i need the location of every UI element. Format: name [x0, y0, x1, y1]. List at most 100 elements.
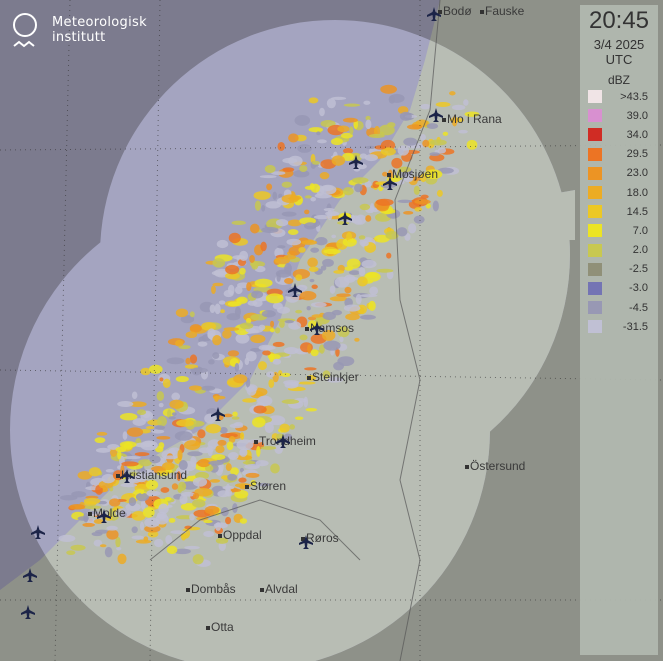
echo-cell	[242, 398, 257, 403]
echo-cell	[449, 91, 456, 96]
echo-cell	[136, 409, 147, 416]
echo-cell	[171, 392, 181, 401]
legend-value: -31.5	[622, 320, 648, 333]
echo-cell	[148, 364, 163, 374]
echo-cell	[109, 498, 121, 507]
echo-cell	[429, 139, 447, 146]
echo-cell	[284, 381, 299, 389]
echo-cell	[131, 535, 145, 540]
echo-cell	[342, 152, 354, 162]
echo-cell	[414, 207, 423, 212]
echo-cell	[252, 417, 266, 428]
echo-cell	[286, 238, 302, 246]
city-label: Steinkjer	[312, 370, 359, 384]
echo-cell	[223, 413, 233, 418]
echo-cell	[142, 507, 155, 518]
echo-cell	[168, 517, 176, 523]
legend-value: 14.5	[626, 205, 648, 218]
echo-cell	[106, 529, 119, 540]
legend-item: 23.0	[580, 164, 658, 183]
echo-cell	[347, 239, 357, 243]
echo-cell	[365, 115, 371, 121]
echo-cell	[289, 424, 295, 430]
city-marker	[186, 588, 190, 592]
echo-cell	[319, 184, 337, 195]
city-label: Dombås	[191, 582, 236, 596]
echo-cell	[208, 359, 215, 365]
echo-cell	[180, 491, 196, 497]
echo-cell	[131, 391, 138, 400]
legend-item: 39.0	[580, 106, 658, 125]
city-label: Fauske	[485, 4, 525, 18]
echo-cell	[346, 258, 361, 269]
city-marker	[301, 537, 305, 541]
echo-cell	[354, 183, 363, 193]
echo-cell	[268, 379, 275, 388]
echo-cell	[272, 341, 285, 347]
echo-cell	[211, 454, 226, 460]
echo-cell	[389, 93, 405, 104]
echo-cell	[309, 278, 315, 283]
echo-cell	[283, 347, 299, 355]
echo-cell	[413, 215, 425, 224]
city-label: Mo i Rana	[447, 112, 502, 126]
legend-swatch	[588, 281, 602, 295]
echo-cell	[299, 290, 317, 301]
legend-swatch	[588, 243, 602, 257]
legend-item: -31.5	[580, 317, 658, 336]
echo-cell	[380, 147, 396, 156]
city-marker	[465, 465, 469, 469]
echo-cell	[140, 499, 146, 510]
echo-cell	[279, 423, 290, 433]
echo-cell	[122, 431, 128, 440]
echo-cell	[364, 271, 381, 282]
echo-cell	[162, 462, 175, 471]
echo-cell	[342, 147, 354, 154]
legend-swatch	[588, 166, 602, 180]
echo-cell	[272, 358, 282, 365]
echo-cell	[321, 329, 336, 341]
echo-cell	[83, 497, 101, 505]
timezone-label: UTC	[605, 52, 633, 67]
echo-cell	[396, 227, 408, 237]
echo-cell	[297, 381, 316, 385]
echo-cell	[176, 471, 181, 482]
echo-cell	[234, 306, 241, 317]
echo-cell	[198, 447, 212, 454]
echo-cell	[267, 415, 286, 426]
echo-cell	[424, 169, 443, 180]
echo-cell	[250, 347, 262, 352]
echo-cell	[249, 255, 255, 263]
echo-cell	[426, 123, 439, 129]
echo-cell	[245, 472, 260, 478]
echo-cell	[281, 181, 292, 188]
echo-cell	[307, 257, 318, 268]
echo-cell	[397, 145, 410, 156]
legend-swatch	[588, 128, 602, 142]
echo-cell	[403, 210, 414, 215]
echo-cell	[451, 116, 458, 127]
echo-cell	[386, 252, 392, 259]
legend-swatch	[588, 301, 602, 315]
echo-cell	[88, 467, 101, 477]
echo-cell	[373, 125, 381, 137]
echo-cell	[239, 467, 245, 473]
echo-cell	[414, 199, 431, 205]
echo-cell	[304, 209, 310, 215]
airport-icon	[120, 469, 134, 483]
echo-cell	[157, 470, 171, 474]
echo-cell	[246, 385, 257, 396]
unit-label: dBZ	[607, 73, 630, 87]
legend-panel: 20:45 3/4 2025 UTC dBZ >43.5 39.0 34.0 29.5…	[580, 5, 658, 655]
echo-cell	[175, 308, 189, 318]
echo-cell	[175, 375, 189, 383]
echo-cell	[120, 511, 127, 518]
legend-item: -3.0	[580, 279, 658, 298]
echo-cell	[71, 491, 87, 498]
echo-cell	[194, 487, 213, 497]
echo-cell	[149, 455, 161, 464]
echo-cell	[106, 525, 118, 531]
echo-cell	[126, 427, 144, 437]
echo-cell	[203, 519, 213, 524]
